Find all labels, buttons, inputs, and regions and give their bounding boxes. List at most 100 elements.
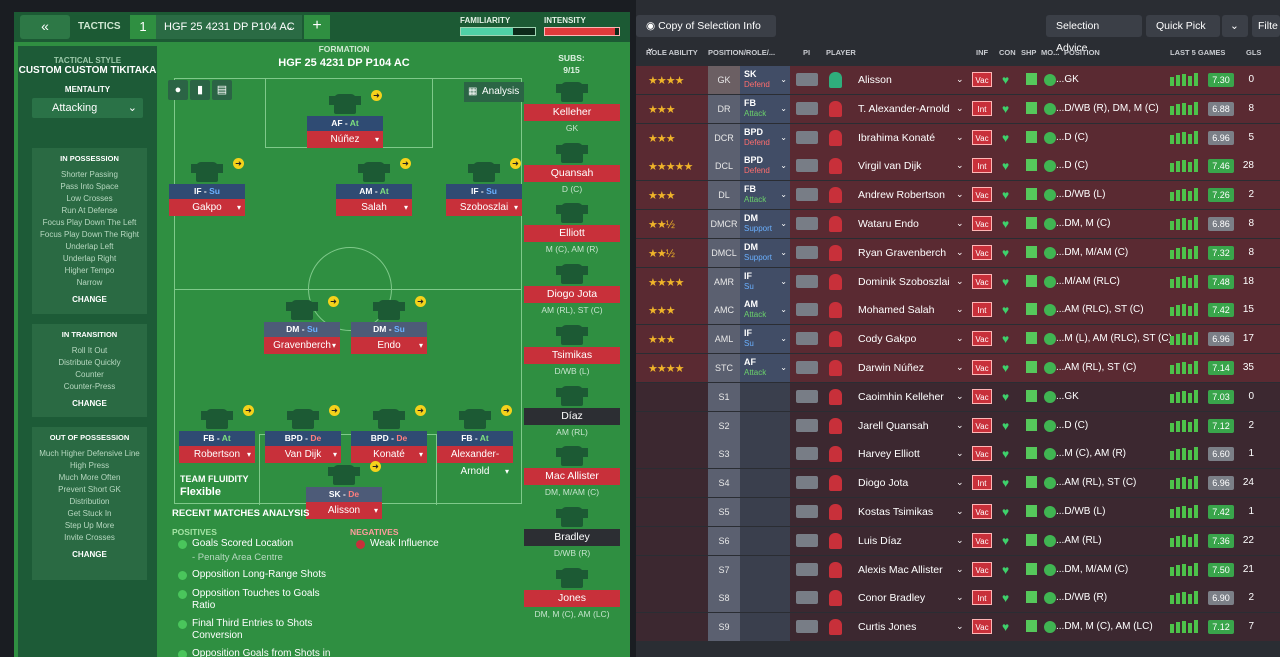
quick-pick-button[interactable]: Quick Pick	[1146, 15, 1220, 37]
header-shp[interactable]: SHP	[1021, 48, 1037, 57]
pitch-player[interactable]: FB - At Robertson	[179, 409, 255, 463]
pitch-player[interactable]: AF - At Núñez	[307, 94, 383, 148]
role-select[interactable]: IF Su ⌄	[740, 325, 790, 354]
table-row[interactable]: ★★★ DR FB Attack ⌄ T. Alexander-Arnold ⌄ Int ♥..…	[636, 94, 1280, 123]
player-name[interactable]: Alisson	[858, 74, 892, 86]
formation-name[interactable]: HGF 25 4231 DP P104 AC	[278, 57, 410, 69]
player-instructions-icon[interactable]	[796, 591, 818, 605]
sub-player[interactable]: Quansah D (C)	[524, 142, 620, 194]
change-in-possession-button[interactable]: CHANGE	[72, 295, 107, 304]
table-row[interactable]: S4 Diogo Jota ⌄ Int ♥ ...AM (RL), ST (C) 6.96 2…	[636, 469, 1280, 498]
player-role[interactable]: BPD - De	[351, 431, 427, 446]
header-con[interactable]: CON	[999, 48, 1016, 57]
role-select[interactable]: DM Support ⌄	[740, 238, 790, 267]
sub-player[interactable]: Bradley D/WB (R)	[524, 506, 620, 558]
player-name[interactable]: Núñez	[307, 131, 383, 148]
player-instructions-icon[interactable]	[796, 620, 818, 634]
player-role[interactable]: IF - Su	[446, 184, 522, 199]
table-row[interactable]: S1 Caoimhin Kelleher ⌄ Vac ♥ ...GK 7.03 0	[636, 382, 1280, 411]
header-inf[interactable]: INF	[976, 48, 989, 57]
role-select[interactable]: BPD Defend ⌄	[740, 123, 790, 152]
sub-name[interactable]: Tsimikas	[524, 346, 620, 364]
player-instructions-icon[interactable]	[796, 245, 818, 259]
copy-selection-dropdown[interactable]: ◉ Copy of Selection Info ⌄	[636, 15, 776, 54]
table-row[interactable]: S2 Jarell Quansah ⌄ Vac ♥ ...D (C) 7.12 2	[636, 411, 1280, 440]
header-position-role[interactable]: POSITION/ROLE/...	[708, 48, 776, 57]
player-instructions-icon[interactable]	[796, 274, 818, 288]
player-role[interactable]: AF - At	[307, 116, 383, 131]
player-name[interactable]: Van Dijk	[265, 446, 341, 463]
table-row[interactable]: S5 Kostas Tsimikas ⌄ Vac ♥ ...D/WB (L) 7.42 1	[636, 498, 1280, 526]
sub-player[interactable]: Tsimikas D/WB (L)	[524, 324, 620, 376]
player-instructions-icon[interactable]	[796, 130, 818, 144]
recent-matches-analysis-link[interactable]: RECENT MATCHES ANALYSIS	[172, 508, 310, 519]
role-select[interactable]: DM Support ⌄	[740, 210, 790, 238]
player-instructions-icon[interactable]	[796, 562, 818, 576]
player-name[interactable]: Alexander-Arnold	[437, 446, 513, 480]
back-button[interactable]: «	[20, 15, 70, 39]
header-goals[interactable]: GLS	[1246, 48, 1262, 57]
player-name[interactable]: Curtis Jones	[858, 621, 917, 634]
player-instructions-icon[interactable]	[796, 101, 818, 115]
player-role[interactable]: SK - De	[306, 487, 382, 502]
role-select[interactable]: AM Attack ⌄	[740, 296, 790, 325]
player-instructions-icon[interactable]	[796, 476, 818, 490]
player-name[interactable]: Caoimhin Kelleher	[858, 390, 944, 403]
table-row[interactable]: S3 Harvey Elliott ⌄ Vac ♥ ...M (C), AM (R) 6.6…	[636, 440, 1280, 469]
player-instructions-icon[interactable]	[796, 447, 818, 461]
player-name[interactable]: Harvey Elliott	[858, 448, 920, 461]
table-row[interactable]: S8 Conor Bradley ⌄ Int ♥ ...D/WB (R) 6.90 2	[636, 584, 1280, 613]
pitch-player[interactable]: AM - At Salah	[336, 162, 412, 216]
table-row[interactable]: ★★★ DL FB Attack ⌄ Andrew Robertson ⌄ Vac ♥ ...D/…	[636, 181, 1280, 210]
pitch-player[interactable]: BPD - De Konaté	[351, 409, 427, 463]
player-name[interactable]: Gakpo	[169, 199, 245, 216]
pitch-player[interactable]: IF - Su Gakpo	[169, 162, 245, 216]
change-out-possession-button[interactable]: CHANGE	[72, 550, 107, 559]
sub-player[interactable]: Mac Allister DM, M/AM (C)	[524, 446, 620, 497]
pitch-player[interactable]: IF - Su Szoboszlai	[446, 162, 522, 216]
sub-player[interactable]: Elliott M (C), AM (R)	[524, 203, 620, 254]
sub-player[interactable]: Diogo Jota AM (RL), ST (C)	[524, 264, 620, 315]
player-name[interactable]: Virgil van Dijk	[858, 160, 922, 173]
pitch-player[interactable]: SK - De Alisson	[306, 465, 382, 519]
analysis-button[interactable]: ▦ Analysis	[464, 82, 524, 102]
sub-player[interactable]: Jones DM, M (C), AM (LC)	[524, 567, 620, 619]
player-name[interactable]: T. Alexander-Arnold	[858, 102, 950, 115]
player-name[interactable]: Alisson	[306, 502, 382, 519]
player-name[interactable]: Conor Bradley	[858, 592, 926, 605]
change-in-transition-button[interactable]: CHANGE	[72, 399, 107, 408]
header-player[interactable]: PLAYER	[826, 48, 856, 57]
player-name[interactable]: Luis Díaz	[858, 534, 902, 547]
table-row[interactable]: ★★½ DMCL DM Support ⌄ Ryan Gravenberch ⌄ Vac ♥..…	[636, 238, 1280, 267]
player-name[interactable]: Endo	[351, 337, 427, 354]
header-position[interactable]: POSITION	[1064, 48, 1100, 57]
player-role[interactable]: FB - At	[179, 431, 255, 446]
pitch-player[interactable]: DM - Su Endo	[351, 300, 427, 354]
player-instructions-icon[interactable]	[796, 505, 818, 518]
table-row[interactable]: ★★★★ GK SK Defend ⌄ Alisson ⌄ Vac ♥ ...GK 7.30 0	[636, 66, 1280, 94]
sub-player[interactable]: Díaz AM (RL)	[524, 385, 620, 437]
sub-name[interactable]: Elliott	[524, 225, 620, 243]
table-row[interactable]: ★★★★★ DCL BPD Defend ⌄ Virgil van Dijk ⌄ Int ♥..…	[636, 152, 1280, 181]
tactic-selector[interactable]: HGF 25 4231 DP P104 AC ⌄	[156, 15, 302, 39]
player-name[interactable]: Gravenberch	[264, 337, 340, 354]
pitch-player[interactable]: BPD - De Van Dijk	[265, 409, 341, 463]
split-view-icon[interactable]: ▤	[212, 80, 232, 100]
add-tactic-button[interactable]: +	[304, 15, 330, 39]
sub-name[interactable]: Kelleher	[524, 104, 620, 121]
sub-name[interactable]: Quansah	[524, 164, 620, 182]
player-name[interactable]: Szoboszlai	[446, 199, 522, 216]
table-row[interactable]: ★★½ DMCR DM Support ⌄ Wataru Endo ⌄ Vac ♥ ...DM, …	[636, 210, 1280, 238]
player-role[interactable]: DM - Su	[351, 322, 427, 337]
role-select[interactable]: AF Attack ⌄	[740, 354, 790, 382]
quick-pick-chevron-icon[interactable]: ⌄	[1222, 15, 1248, 37]
player-instructions-icon[interactable]	[796, 389, 818, 403]
pitch-player[interactable]: DM - Su Gravenberch	[264, 300, 340, 354]
table-row[interactable]: ★★★★ AMR IF Su ⌄ Dominik Szoboszlai ⌄ Vac ♥ ...M/…	[636, 267, 1280, 296]
player-role[interactable]: IF - Su	[169, 184, 245, 199]
player-role[interactable]: DM - Su	[264, 322, 340, 337]
bar-chart-icon[interactable]: ▮	[190, 80, 210, 100]
table-row[interactable]: ★★★★ STC AF Attack ⌄ Darwin Núñez ⌄ Vac ♥ ...AM (…	[636, 354, 1280, 382]
player-instructions-icon[interactable]	[796, 188, 818, 202]
player-name[interactable]: Kostas Tsimikas	[858, 506, 934, 518]
